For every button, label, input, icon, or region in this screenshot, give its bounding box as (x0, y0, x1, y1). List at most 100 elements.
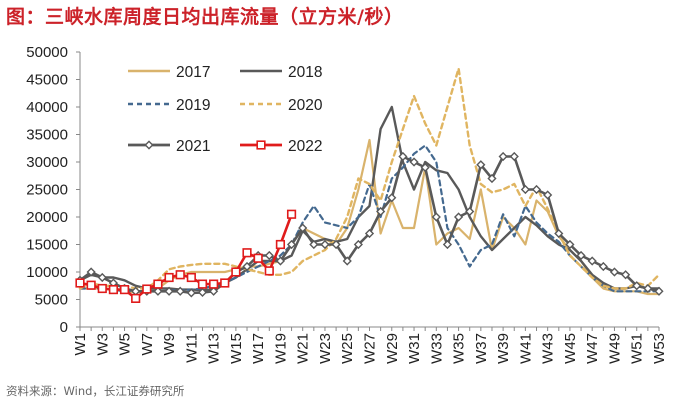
data-point-2022 (86, 280, 96, 290)
data-point-2021 (97, 272, 107, 283)
data-point-2021 (309, 239, 319, 250)
data-point-2021 (609, 267, 620, 277)
y-tick-label: 20000 (26, 209, 68, 226)
data-point-2022 (264, 266, 274, 276)
legend-item-2020: 2020 (240, 97, 323, 114)
x-tick-label: W29 (384, 333, 401, 364)
data-point-2021 (286, 239, 297, 250)
data-point-2022 (119, 284, 130, 295)
data-point-2021 (598, 261, 608, 272)
legend-marker-2022 (256, 140, 266, 150)
data-point-2021 (209, 286, 219, 296)
data-point-2021 (86, 267, 96, 277)
data-point-2021 (364, 228, 375, 239)
data-point-2021 (186, 288, 196, 298)
data-point-2021 (453, 212, 464, 222)
y-tick-label: 0 (60, 319, 68, 336)
series-2018 (78, 105, 661, 292)
data-point-2021 (587, 256, 597, 266)
data-point-2021 (353, 239, 363, 250)
y-tick-label: 5000 (35, 292, 68, 309)
data-point-2022 (142, 284, 152, 294)
data-point-2021 (554, 228, 564, 239)
data-point-2021 (242, 261, 252, 272)
data-point-2022 (231, 267, 241, 277)
legend: 2017 2018 2019 2020 2021 2022 (128, 64, 323, 155)
data-point-2021 (632, 281, 642, 291)
y-tick-label: 25000 (26, 182, 68, 199)
y-tick-label: 35000 (26, 127, 68, 144)
x-tick-label: W9 (161, 333, 178, 356)
x-tick-label: W23 (317, 333, 334, 364)
data-point-2022 (108, 284, 119, 295)
data-point-2021 (621, 270, 631, 280)
x-tick-label: W53 (651, 333, 668, 364)
source-note: 资料来源：Wind，长江证券研究所 (6, 384, 185, 398)
x-tick-label: W37 (473, 333, 490, 364)
series-2022 (75, 209, 297, 304)
x-tick-label: W45 (562, 333, 579, 364)
x-tick-label: W19 (272, 333, 289, 364)
data-point-2021 (420, 162, 430, 173)
series-lines (75, 67, 664, 304)
data-point-2021 (376, 206, 386, 217)
data-point-2022 (75, 278, 85, 288)
data-point-2021 (520, 184, 530, 195)
data-point-2022 (197, 279, 208, 289)
legend-label-2019: 2019 (176, 97, 210, 114)
data-point-2021 (654, 286, 664, 296)
data-point-2022 (175, 270, 185, 280)
legend-item-2021: 2021 (128, 138, 210, 155)
y-tick-label: 10000 (26, 264, 68, 281)
data-point-2021 (543, 190, 553, 200)
x-tick-label: W39 (495, 333, 512, 364)
legend-label-2021: 2021 (176, 138, 210, 155)
x-tick-label: W15 (228, 333, 245, 364)
legend-label-2018: 2018 (288, 64, 322, 81)
legend-label-2020: 2020 (288, 97, 323, 114)
data-point-2021 (476, 160, 486, 170)
chart-title: 图：三峡水库周度日均出库流量（立方米/秒） (6, 6, 404, 28)
data-point-2021 (465, 206, 475, 217)
data-point-2021 (298, 223, 308, 233)
data-point-2021 (320, 239, 330, 250)
data-point-2021 (487, 173, 497, 184)
x-tick-label: W35 (451, 333, 468, 364)
series-line-2020 (78, 67, 661, 290)
x-tick-label: W43 (540, 333, 557, 364)
data-point-2022 (286, 209, 297, 219)
data-point-2021 (431, 212, 441, 222)
x-tick-label: W21 (295, 333, 312, 364)
data-point-2021 (275, 256, 286, 266)
y-tick-label: 30000 (26, 154, 68, 171)
legend-item-2022: 2022 (240, 138, 322, 155)
legend-label-2017: 2017 (176, 64, 210, 81)
y-tick-label: 40000 (26, 99, 68, 116)
data-point-2021 (387, 193, 397, 203)
data-point-2021 (342, 256, 352, 266)
data-point-2021 (153, 286, 163, 296)
legend-item-2018: 2018 (240, 64, 322, 81)
axes: 0 5000 10000 15000 20000 25000 30000 35000 40000… (26, 44, 668, 364)
data-point-2021 (565, 239, 575, 250)
data-point-2021 (331, 239, 341, 250)
data-point-2022 (164, 272, 174, 283)
data-point-2022 (153, 279, 163, 289)
data-point-2022 (209, 279, 219, 289)
x-tick-label: W33 (428, 333, 445, 364)
series-2020 (78, 67, 661, 290)
x-tick-label: W13 (206, 333, 223, 364)
data-point-2022 (242, 248, 252, 258)
x-tick-label: W17 (250, 333, 267, 364)
data-point-2021 (398, 151, 408, 162)
x-tick-label: W31 (406, 333, 423, 364)
data-point-2022 (253, 253, 263, 263)
x-tick-label: W7 (139, 333, 156, 356)
x-tick-label: W47 (584, 333, 601, 364)
y-tick-label: 45000 (26, 72, 68, 89)
series-line-2019 (78, 144, 661, 293)
data-point-2021 (509, 151, 519, 162)
x-tick-label: W49 (606, 333, 623, 364)
x-tick-label: W5 (117, 333, 134, 356)
